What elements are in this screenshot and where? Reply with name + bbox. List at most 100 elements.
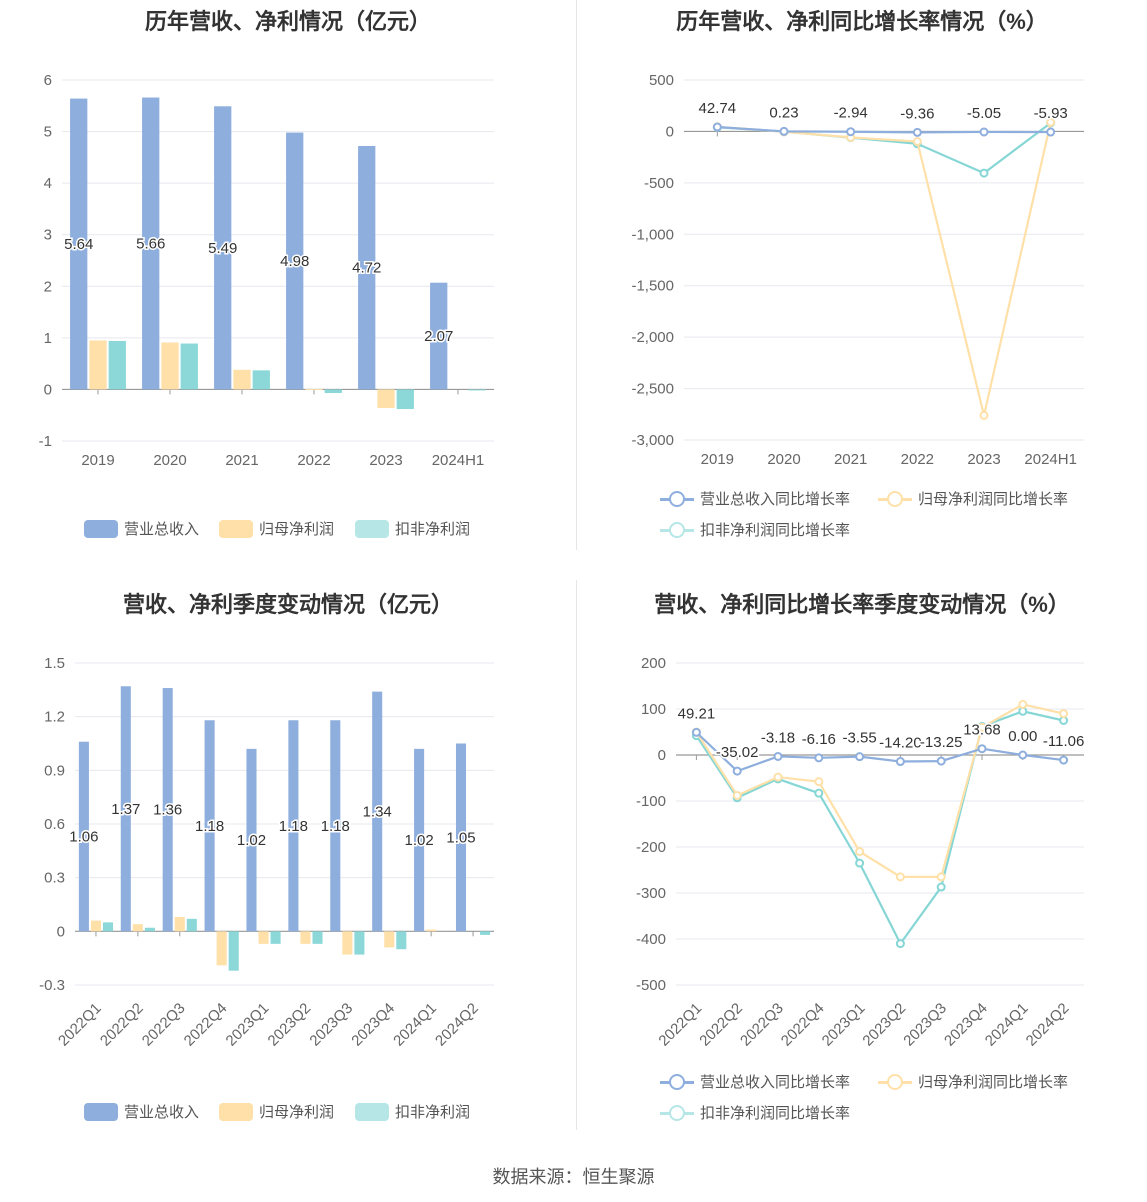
data-label: 0.23 [769,104,798,121]
legend-item-revenue-growth[interactable]: 营业总收入同比增长率 [660,488,850,509]
data-label: 4.72 [352,260,381,277]
legend-label: 扣非净利润 [395,1104,471,1121]
data-point [846,127,856,137]
bar [396,931,407,950]
x-tick-label: 2023Q2 [265,1000,315,1050]
y-tick-label: -2,500 [631,381,674,398]
x-tick-label: 2022 [901,451,934,468]
legend-item-parent-profit-growth[interactable]: 归母净利润同比增长率 [878,1071,1068,1092]
data-label: 0.00 [1008,728,1037,745]
bar [228,931,239,971]
legend-label: 营业总收入 [124,521,200,538]
annual-values-chart: 6 5 4 3 2 1 0 -1 2019 2020 2021 2022 2023 2024H1 5.64 5… [39,72,494,469]
bar [426,929,437,932]
y-tick-label: -200 [636,839,666,856]
y-tick-label: 200 [641,655,666,672]
data-point [773,751,783,761]
bar [480,931,491,935]
y-tick-label: 100 [641,701,666,718]
bar [90,920,101,932]
x-tick-label: 2023Q3 [900,1000,950,1050]
x-tick-label: 2020 [153,452,186,469]
y-tick-label: 1.5 [44,655,65,672]
data-point [1046,127,1056,137]
legend-item-deducted-profit-growth[interactable]: 扣非净利润同比增长率 [660,519,850,540]
x-tick-label: 2022Q1 [655,1000,705,1050]
data-label: 1.18 [321,818,350,835]
data-point [895,939,905,949]
data-label: -5.93 [1034,105,1068,122]
x-tick-label: 2022Q3 [139,1000,189,1050]
bar [258,931,269,944]
quarterly-growth-chart: 2001000-100-200-300-400-5002022Q12022Q22… [636,655,1086,1050]
data-point [732,790,742,800]
bar [233,369,251,390]
chart-title: 历年营收、净利同比增长率情况（%） [676,9,1048,34]
legend-item-parent-profit[interactable]: 归母净利润 [219,518,334,539]
legend-label: 归母净利润 [259,1104,335,1121]
legend-item-parent-profit-growth[interactable]: 归母净利润同比增长率 [878,488,1068,509]
y-tick-label: 4 [44,175,52,192]
legend-label: 营业总收入 [124,1104,200,1121]
legend-label: 归母净利润 [259,521,335,538]
x-tick-label: 2024H1 [432,452,485,469]
data-point [979,410,989,420]
data-label: -2.94 [834,105,868,122]
data-point [936,872,946,882]
data-label: 49.21 [678,705,716,722]
bar [305,388,323,390]
series-line [717,125,1051,134]
data-point [977,722,987,732]
y-tick-label: -2,000 [631,329,674,346]
panel-divider [576,580,577,1130]
x-tick-label: 2024Q2 [432,1000,482,1050]
x-tick-label: 2021 [225,452,258,469]
bar [161,342,179,390]
annual-values-panel: 历年营收、净利情况（亿元） 6 5 4 3 2 1 0 -1 2019 2020 2021 2022 2… [0,0,576,560]
series-line [695,703,1064,878]
data-point [855,752,865,762]
data-label: -6.16 [802,731,836,748]
bar [354,931,365,955]
data-point [1059,709,1069,719]
bar [204,720,215,932]
legend-item-revenue[interactable]: 营业总收入 [84,1101,199,1122]
y-tick-label: -300 [636,885,666,902]
bar [214,106,232,390]
legend-item-deducted-profit[interactable]: 扣非净利润 [355,1101,470,1122]
x-tick-label: 2020 [767,451,800,468]
data-label: -9.36 [900,105,934,122]
annual-growth-chart: 500 0 -500 -1,000 -1,500 -2,000 -2,500 -3,000 20… [631,72,1084,468]
bar [132,924,143,932]
x-tick-label: 2023Q4 [941,1000,991,1050]
legend-item-deducted-profit[interactable]: 扣非净利润 [355,518,470,539]
bar [162,688,173,932]
panel-divider [576,0,577,550]
bar [144,927,155,932]
chart-title: 历年营收、净利情况（亿元） [144,9,431,34]
bar [372,691,383,932]
legend-item-revenue[interactable]: 营业总收入 [84,518,199,539]
legend-label: 营业总收入同比增长率 [700,1074,851,1091]
x-tick-label: 2023Q1 [819,1000,869,1050]
y-tick-label: 0 [44,381,52,398]
x-tick-label: 2023Q2 [859,1000,909,1050]
y-tick-label: 0.3 [44,870,65,887]
chart-title: 营收、净利季度变动情况（亿元） [122,592,453,617]
quarterly-values-panel: 营收、净利季度变动情况（亿元） 1.5 1.2 0.9 0.6 0.3 0 -0.3 2022… [0,583,576,1143]
bar [377,389,395,408]
legend-item-parent-profit[interactable]: 归母净利润 [219,1101,334,1122]
bar [468,389,486,391]
bar [246,748,257,932]
x-tick-label: 2022Q4 [181,1000,231,1050]
data-label: -3.18 [761,729,795,746]
bar [270,931,281,944]
data-point [855,847,865,857]
y-tick-label: -500 [636,977,666,994]
data-point [779,126,789,136]
bar [102,922,114,932]
legend-item-revenue-growth[interactable]: 营业总收入同比增长率 [660,1071,850,1092]
y-tick-label: 0.9 [44,762,65,779]
legend-item-deducted-profit-growth[interactable]: 扣非净利润同比增长率 [660,1102,850,1123]
bar [142,97,160,390]
